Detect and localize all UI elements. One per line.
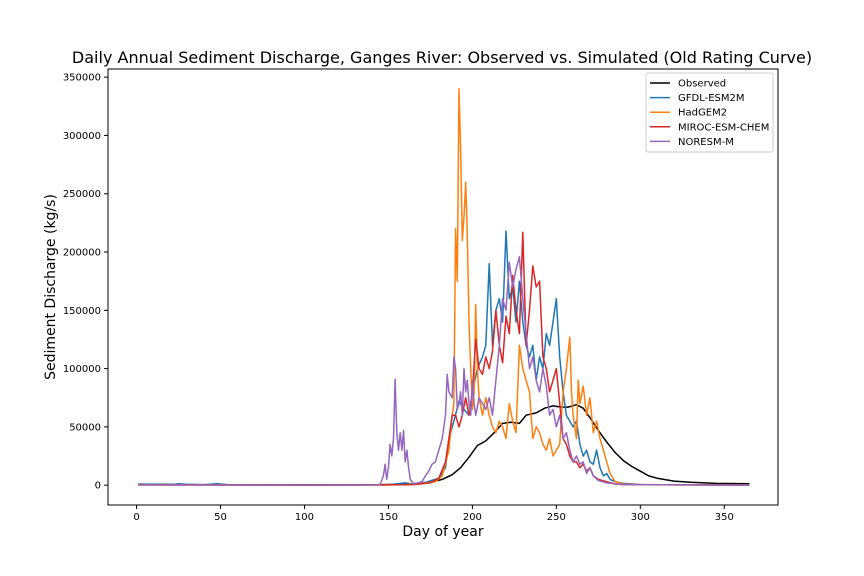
y-tick-label: 200000	[63, 248, 101, 259]
plot-lines	[138, 88, 750, 486]
x-tick-label: 200	[463, 512, 482, 523]
x-tick-label: 350	[715, 512, 734, 523]
plot-frame	[107, 68, 779, 506]
y-tick-label: 0	[95, 481, 101, 492]
chart-title: Daily Annual Sediment Discharge, Ganges …	[72, 48, 812, 67]
y-tick-label: 350000	[63, 73, 101, 84]
legend-label: MIROC-ESM-CHEM	[678, 122, 769, 133]
series-line-miroc-esm-chem	[138, 231, 750, 486]
legend-label: Observed	[678, 79, 726, 90]
y-tick-label: 300000	[63, 131, 101, 142]
x-tick-label: 150	[379, 512, 398, 523]
x-tick-label: 300	[631, 512, 650, 523]
series-line-noresm-m	[138, 255, 750, 486]
y-tick-label: 150000	[63, 306, 101, 317]
y-tick-label: 100000	[63, 364, 101, 375]
x-tick-label: 250	[547, 512, 566, 523]
series-line-hadgem2	[138, 88, 750, 486]
x-axis-label: Day of year	[402, 524, 484, 540]
legend-label: HadGEM2	[678, 108, 727, 119]
y-axis-ticks: 0 50000 100000 150000 200000 250000 300000 3500…	[63, 73, 108, 492]
x-tick-label: 100	[295, 512, 314, 523]
legend: Observed GFDL-ESM2M HadGEM2 MIROC-ESM-CHEM N…	[645, 72, 774, 153]
legend-box	[645, 72, 774, 153]
x-axis-ticks: 0 50 100 150 200 250 300 350	[133, 505, 734, 523]
x-tick-label: 50	[214, 512, 227, 523]
legend-label: GFDL-ESM2M	[678, 93, 745, 104]
y-tick-label: 50000	[69, 422, 101, 433]
legend-label: NORESM-M	[678, 137, 734, 148]
x-tick-label: 0	[133, 512, 139, 523]
y-tick-label: 250000	[63, 189, 101, 200]
y-axis-label: Sediment Discharge (kg/s)	[43, 194, 59, 380]
series-line-observed	[138, 403, 750, 486]
